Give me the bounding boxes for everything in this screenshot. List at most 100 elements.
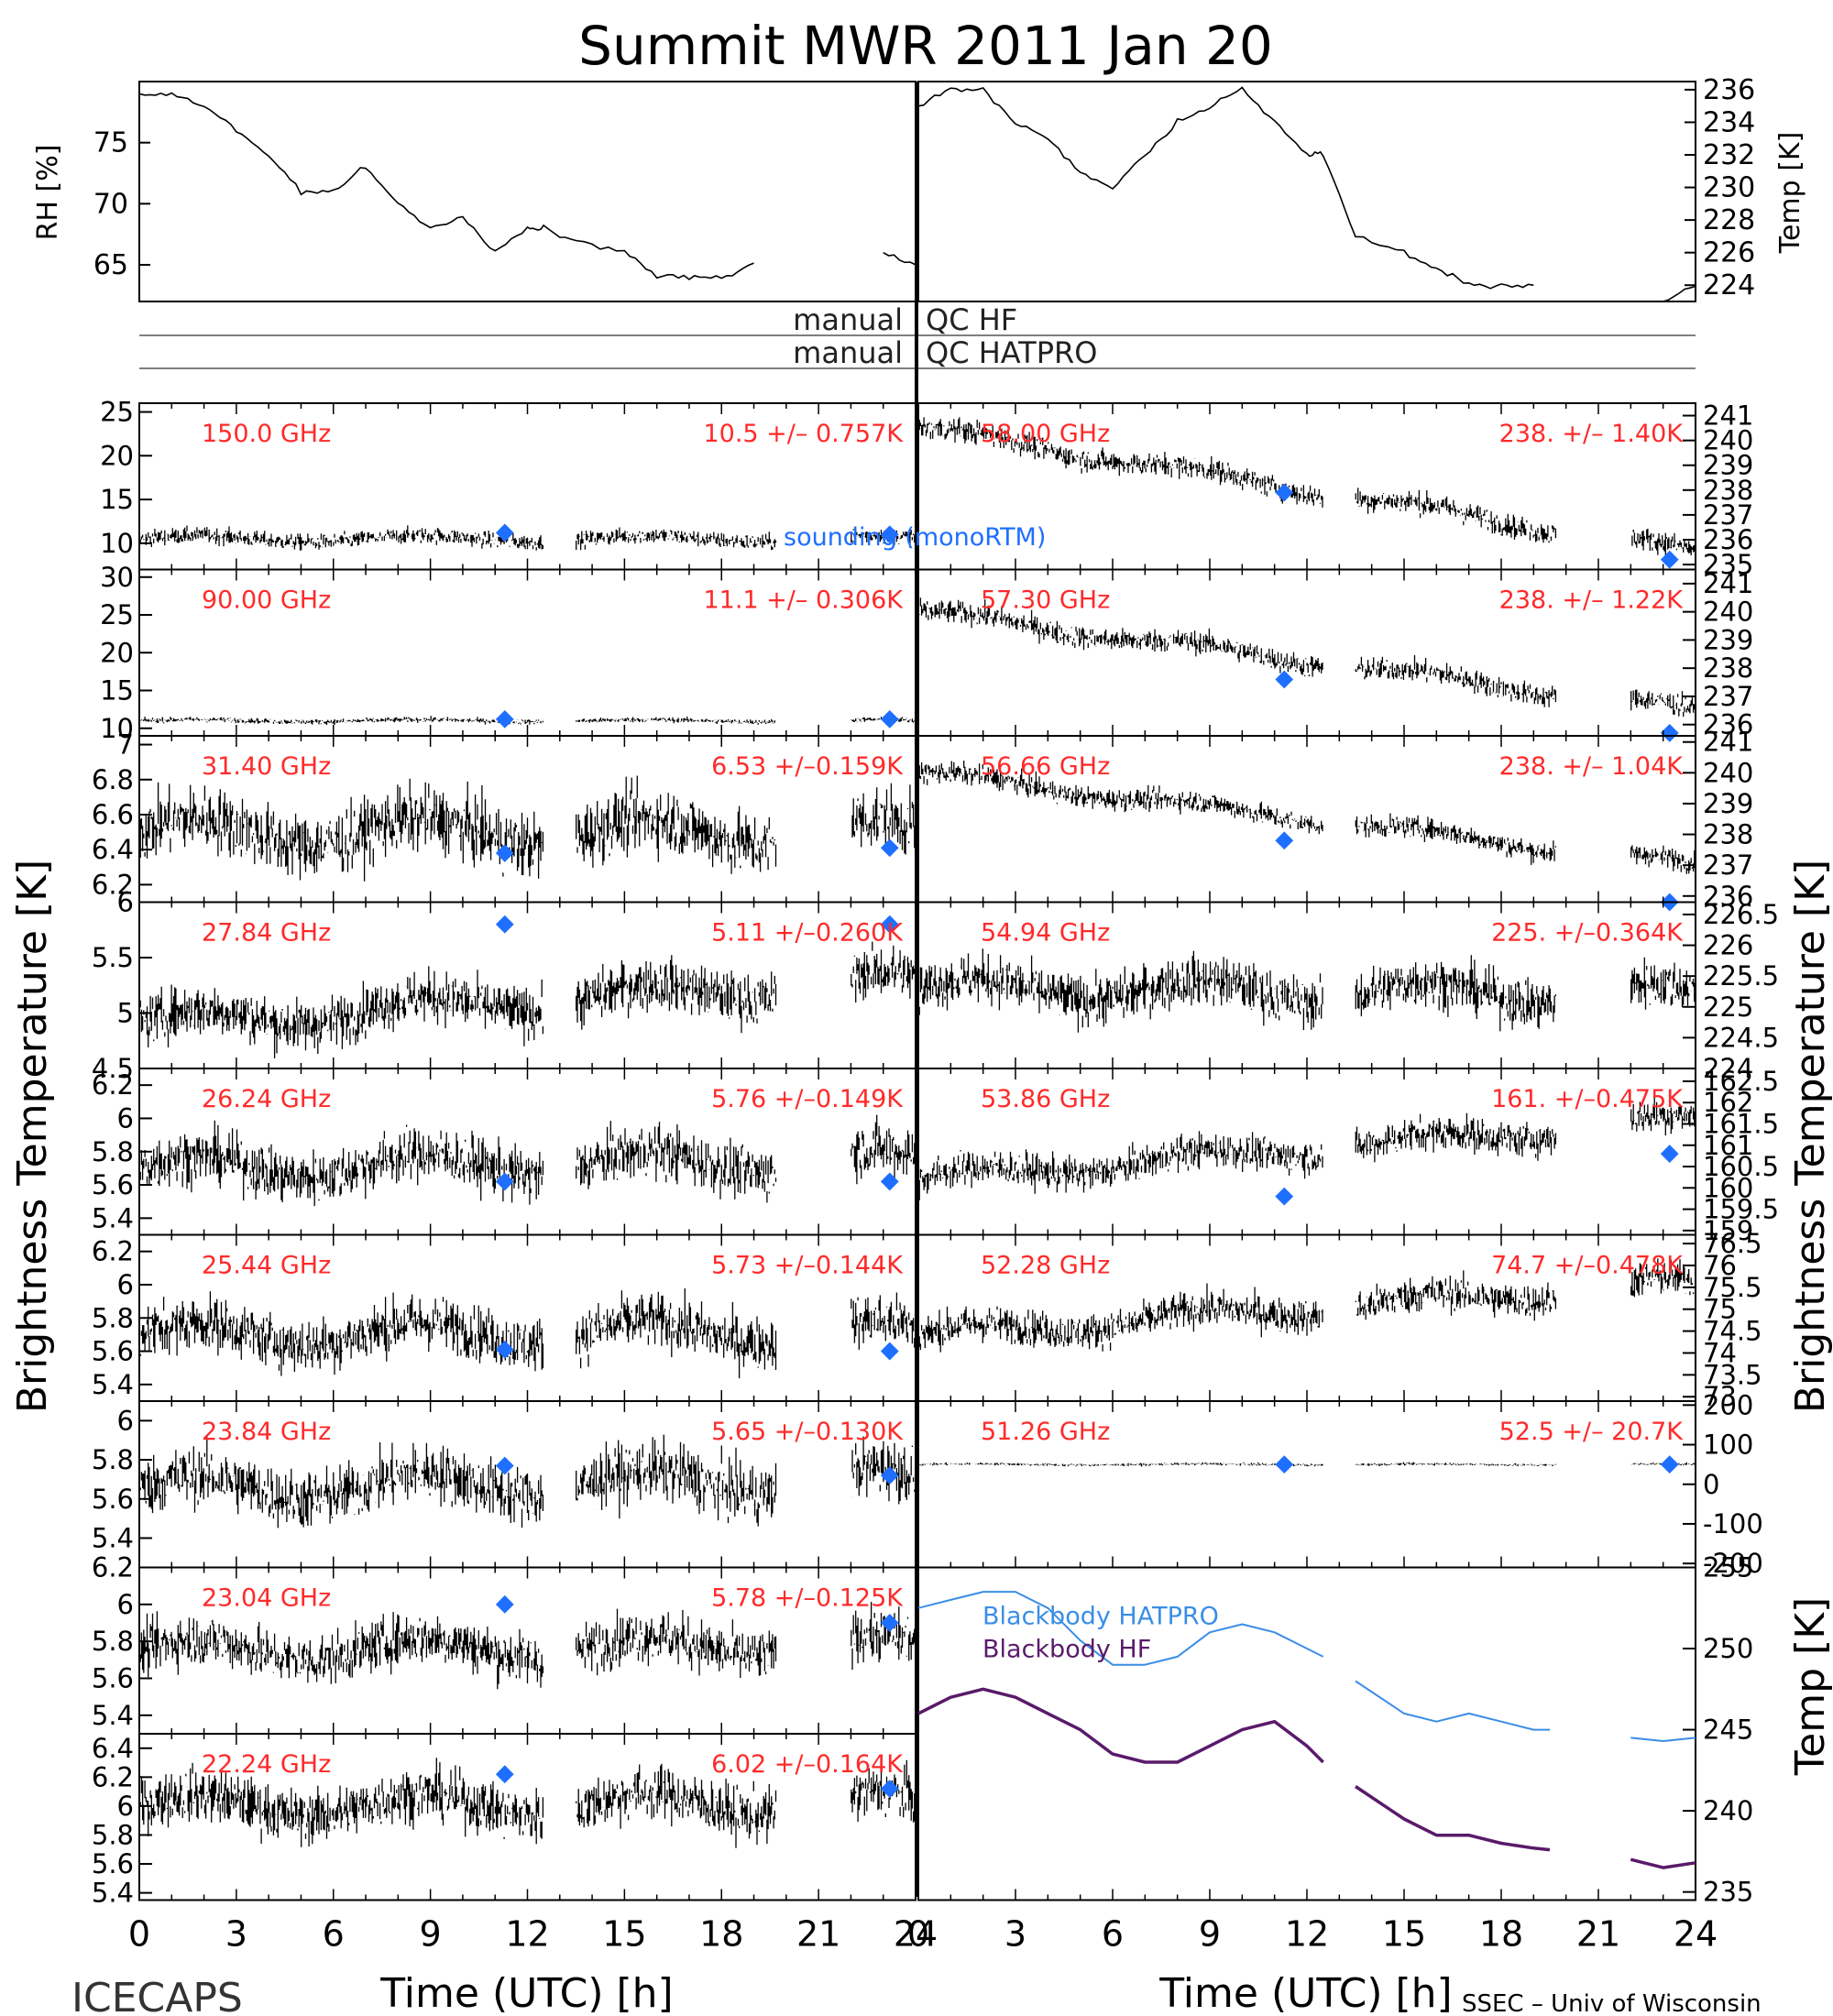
y-tick-label: 240 [1703,597,1753,628]
y-tick-label: 5.6 [92,1484,134,1515]
tb-trace [138,716,916,725]
x-tick-label: 24 [894,1914,938,1955]
tb-trace [917,948,1696,1033]
y-tick-label: 250 [1703,1633,1753,1664]
bb-line-0 [1630,1737,1696,1742]
y-tick-label: 30 [100,562,134,593]
temp-plot-frame [917,81,1696,302]
y-tick-label: 255 [1703,1552,1753,1583]
freq-label: 56.66 GHz [981,752,1110,781]
y-tick-label: 5.4 [92,1700,134,1731]
y-tick-label: 0 [1703,1469,1719,1500]
y-tick-label: 241 [1703,727,1753,758]
freq-label: 57.30 GHz [981,586,1110,615]
sounding-marker [1660,1455,1679,1474]
blackbody-panel: Blackbody HATPRO Blackbody HF 235 240 245 250… [917,1552,1753,1908]
freq-label: 54.94 GHz [981,919,1110,948]
freq-label: 23.84 GHz [202,1418,331,1446]
met-lines [138,86,1696,302]
y-tick-label: 6 [117,1102,134,1134]
sounding-marker [880,838,899,858]
y-tick-label: 238 [1703,819,1753,850]
y-tick-label: 6 [117,1405,134,1436]
y-tick-label: 73.5 [1703,1359,1762,1390]
y-tick-label: 241 [1703,400,1753,432]
y-tick-label: 73 [1703,1381,1737,1412]
x-tick-label: 18 [699,1914,743,1955]
y-tick-label: 161.5 [1703,1109,1779,1140]
y-tick-label: 245 [1703,1715,1753,1746]
y-tick-label: 237 [1703,499,1753,531]
rh-tick-label: 70 [93,188,128,220]
rh-line-segment [883,252,916,266]
temp-tick-label: 228 [1703,204,1755,236]
y-tick-label: 239 [1703,450,1753,481]
y-tick-label: 6.8 [92,764,134,795]
temp-tick-label: 232 [1703,139,1755,171]
sounding-marker [880,1614,899,1632]
y-tick-label: 6.4 [92,834,134,865]
sounding-marker [495,523,514,542]
y-tick-label: 239 [1703,788,1753,819]
y-tick-label: 200 [1703,1389,1753,1420]
stat-label: 238. +/– 1.22K [1499,586,1685,615]
freq-label: 58.00 GHz [981,420,1110,448]
y-tick-label: 10 [100,713,134,744]
panel-22.24: 5.45.65.866.26.4 22.24 GHz 6.02 +/–0.164K [92,1733,916,1909]
chart-title: Summit MWR 2011 Jan 20 [578,15,1273,77]
y-tick-label: 20 [100,637,134,668]
panel-90: 10 15 20 25 30 90.00 GHz 11.1 +/– 0.306K [100,562,916,744]
y-tick-label: 235 [1703,1877,1753,1908]
x-axes: 0 3 6 9 12 15 18 21 240 3 6 9 12 15 18 21 24 [128,1914,1718,1955]
stat-label: 5.78 +/–0.125K [711,1584,904,1613]
y-tick-label: 162 [1703,1087,1753,1118]
stat-label: 74.7 +/–0.478K [1491,1252,1684,1280]
bb-legend-1: Blackbody HF [982,1636,1151,1664]
y-tick-label: 5.8 [92,1626,134,1657]
sounding-marker [1275,1455,1294,1474]
y-tick-label: 6.2 [92,1552,134,1583]
y-tick-label: 6.2 [92,1236,134,1267]
panel-31: 6.2 6.4 6.6 6.87 31.40 GHz 6.53 +/–0.159K [92,729,916,904]
y-tick-label: 239 [1703,624,1753,655]
y-tick-label: 4.5 [92,1053,134,1084]
y-tick-label: 5.4 [92,1369,134,1400]
y-tick-label: 6.6 [92,799,134,830]
temp-tick-label: 226 [1703,237,1755,269]
sounding-marker [1660,550,1679,569]
freq-label: 150.0 GHz [202,420,331,448]
sounding-marker [495,1765,514,1784]
panel-51.26: -200 -100 0 100 200 51.26 GHz 52.5 +/– 20.7K [917,1389,1763,1579]
tb-trace [917,1097,1696,1200]
sounding-marker [1660,1145,1679,1163]
y-tick-label: 5.6 [92,1663,134,1694]
y-tick-label: 241 [1703,568,1753,599]
y-tick-label: 6.2 [92,1069,134,1101]
sounding-marker [1275,1187,1294,1206]
y-tick-label: 236 [1703,524,1753,555]
rh-tick-label: 65 [93,249,128,281]
y-tick-label: 5.8 [92,1302,134,1333]
sounding-marker [880,525,899,544]
y-tick-label: 235 [1703,549,1753,580]
y-tick-label: 5.8 [92,1136,134,1167]
y-tick-label: 5.6 [92,1169,134,1200]
freq-label: 25.44 GHz [202,1252,331,1280]
met-panel: RH [%] Temp [K] 65 70 75 224226228230232234… [32,74,1806,302]
tb-trace [917,760,1696,874]
y-tick-label: 15 [100,484,134,515]
y-tick-label: 5 [117,998,134,1029]
y-tick-label: 5.8 [92,1819,134,1850]
rh-line-segment [138,92,754,280]
stat-label: 52.5 +/– 20.7K [1499,1418,1685,1446]
x-tick-label: 6 [1102,1914,1124,1955]
x-axis-label-right: Time (UTC) [h] [1158,1970,1452,2016]
y-tick-label: 5.5 [92,942,134,973]
qc-hatpro-left: manual [793,335,903,370]
y-tick-label: 75 [1703,1294,1737,1325]
met-temp-axis-label: Temp [K] [1774,132,1806,255]
freq-label: 31.40 GHz [202,752,331,781]
